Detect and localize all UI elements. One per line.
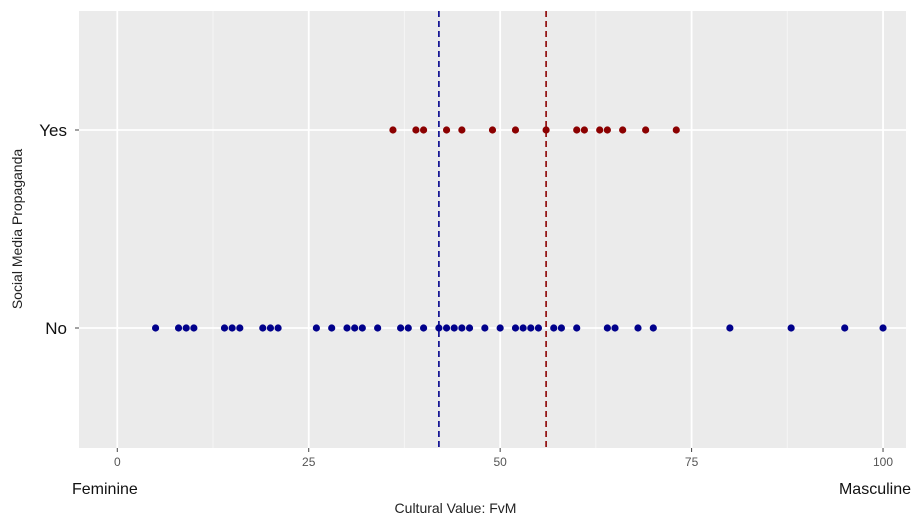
plot-panel <box>79 11 906 448</box>
data-point <box>611 324 619 332</box>
data-point <box>458 126 466 134</box>
y-tick-label: Yes <box>39 121 67 140</box>
x-end-label-right: Masculine <box>838 481 911 498</box>
data-point <box>228 324 236 332</box>
data-point <box>642 126 650 134</box>
x-tick-label: 50 <box>493 455 507 469</box>
data-point <box>450 324 458 332</box>
data-point <box>511 324 520 332</box>
data-point <box>603 126 611 134</box>
data-point <box>419 324 428 332</box>
data-point <box>174 324 183 332</box>
data-point <box>458 324 466 332</box>
data-point <box>465 324 474 332</box>
data-point <box>879 324 887 332</box>
data-point <box>374 324 382 332</box>
data-point <box>358 324 366 332</box>
data-point <box>596 126 604 134</box>
x-axis-label: Cultural Value: FvM <box>394 500 517 516</box>
data-point <box>619 126 627 134</box>
data-point <box>511 126 520 134</box>
data-point <box>312 324 320 332</box>
grid-lines <box>79 11 906 448</box>
data-point <box>550 324 558 332</box>
data-point <box>236 324 244 332</box>
x-tick-label: 25 <box>302 455 316 469</box>
data-point <box>190 324 198 332</box>
data-point <box>726 324 734 332</box>
x-tick-label: 75 <box>685 455 699 469</box>
data-point <box>534 324 543 332</box>
data-point <box>419 126 428 134</box>
data-point <box>266 324 275 332</box>
data-point <box>672 126 680 134</box>
data-point <box>580 126 588 134</box>
data-point <box>343 324 351 332</box>
reference-lines <box>438 11 547 448</box>
data-point <box>841 324 849 332</box>
data-point <box>527 324 535 332</box>
data-point <box>274 324 282 332</box>
data-point <box>259 324 267 332</box>
data-point <box>220 324 229 332</box>
y-axis-label: Social Media Propaganda <box>9 149 25 310</box>
data-point <box>573 324 581 332</box>
data-point <box>404 324 412 332</box>
data-point <box>519 324 527 332</box>
data-point <box>787 324 795 332</box>
data-point <box>182 324 190 332</box>
x-tick-label: 0 <box>114 455 121 469</box>
data-point <box>442 324 451 332</box>
data-point <box>389 126 397 134</box>
data-point <box>397 324 405 332</box>
data-point <box>435 324 443 332</box>
data-point <box>603 324 611 332</box>
data-point <box>442 126 451 134</box>
data-point <box>557 324 566 332</box>
data-point <box>481 324 489 332</box>
axes: 0 25 50 75 100 No Yes <box>39 121 893 469</box>
data-point <box>488 126 497 134</box>
data-point <box>634 324 642 332</box>
data-point <box>328 324 336 332</box>
data-point <box>542 126 550 134</box>
data-point <box>496 324 504 332</box>
data-point <box>573 126 581 134</box>
x-end-label-left: Feminine <box>72 481 138 498</box>
data-point <box>412 126 420 134</box>
data-point <box>649 324 657 332</box>
y-tick-label: No <box>45 319 67 338</box>
data-point <box>151 324 160 332</box>
data-point <box>351 324 359 332</box>
x-tick-label: 100 <box>873 455 893 469</box>
data-points <box>151 126 887 332</box>
